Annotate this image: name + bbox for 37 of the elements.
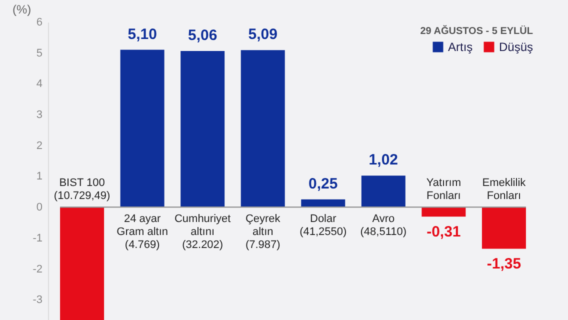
legend-title: 29 AĞUSTOS - 5 EYLÜL [420, 25, 533, 37]
bar [60, 207, 104, 320]
x-tick-label: Emeklilik Fonları [482, 177, 526, 202]
legend-label: Düşüş [499, 40, 534, 54]
bar [120, 50, 164, 208]
x-tick-label: Avro (48,5110) [360, 213, 407, 238]
y-axis-title: (%) [12, 2, 32, 16]
data-label: -1,35 [486, 256, 522, 273]
y-tick-label: 2 [36, 140, 42, 152]
data-label: -0,31 [426, 224, 461, 241]
legend-label: Artış [448, 40, 473, 54]
y-tick-label: 6 [36, 16, 42, 28]
data-label: 0,25 [308, 175, 338, 192]
y-tick-label: -3 [32, 294, 42, 306]
x-tick-label: Dolar (41,2550) [300, 213, 347, 238]
y-tick-label: 4 [36, 78, 42, 90]
y-tick-label: 0 [36, 202, 42, 214]
y-tick-label: 5 [36, 47, 42, 60]
data-label: 5,09 [248, 26, 278, 44]
x-tick-label: 24 ayar Gram altın (4.769) [116, 213, 168, 252]
bar [361, 176, 406, 208]
data-label: 5,10 [128, 26, 157, 43]
data-label: 5,06 [188, 27, 218, 44]
bar [180, 51, 225, 208]
bar [422, 207, 466, 217]
bar [301, 199, 346, 208]
bar [240, 50, 285, 208]
x-tick-label: Çeyrek altın (7.987) [245, 213, 281, 252]
y-tick-label: -1 [32, 232, 42, 244]
x-tick-label: BIST 100 (10.729,49) [54, 177, 110, 202]
data-label: 1,02 [368, 152, 398, 169]
bar [482, 207, 526, 249]
y-tick-label: -2 [32, 263, 42, 276]
x-tick-label: Yatırım Fonları [426, 177, 461, 202]
x-tick-label: Cumhuriyet altını (32.202) [174, 213, 231, 252]
y-tick-label: 1 [36, 170, 42, 183]
y-tick-label: 3 [36, 109, 42, 122]
